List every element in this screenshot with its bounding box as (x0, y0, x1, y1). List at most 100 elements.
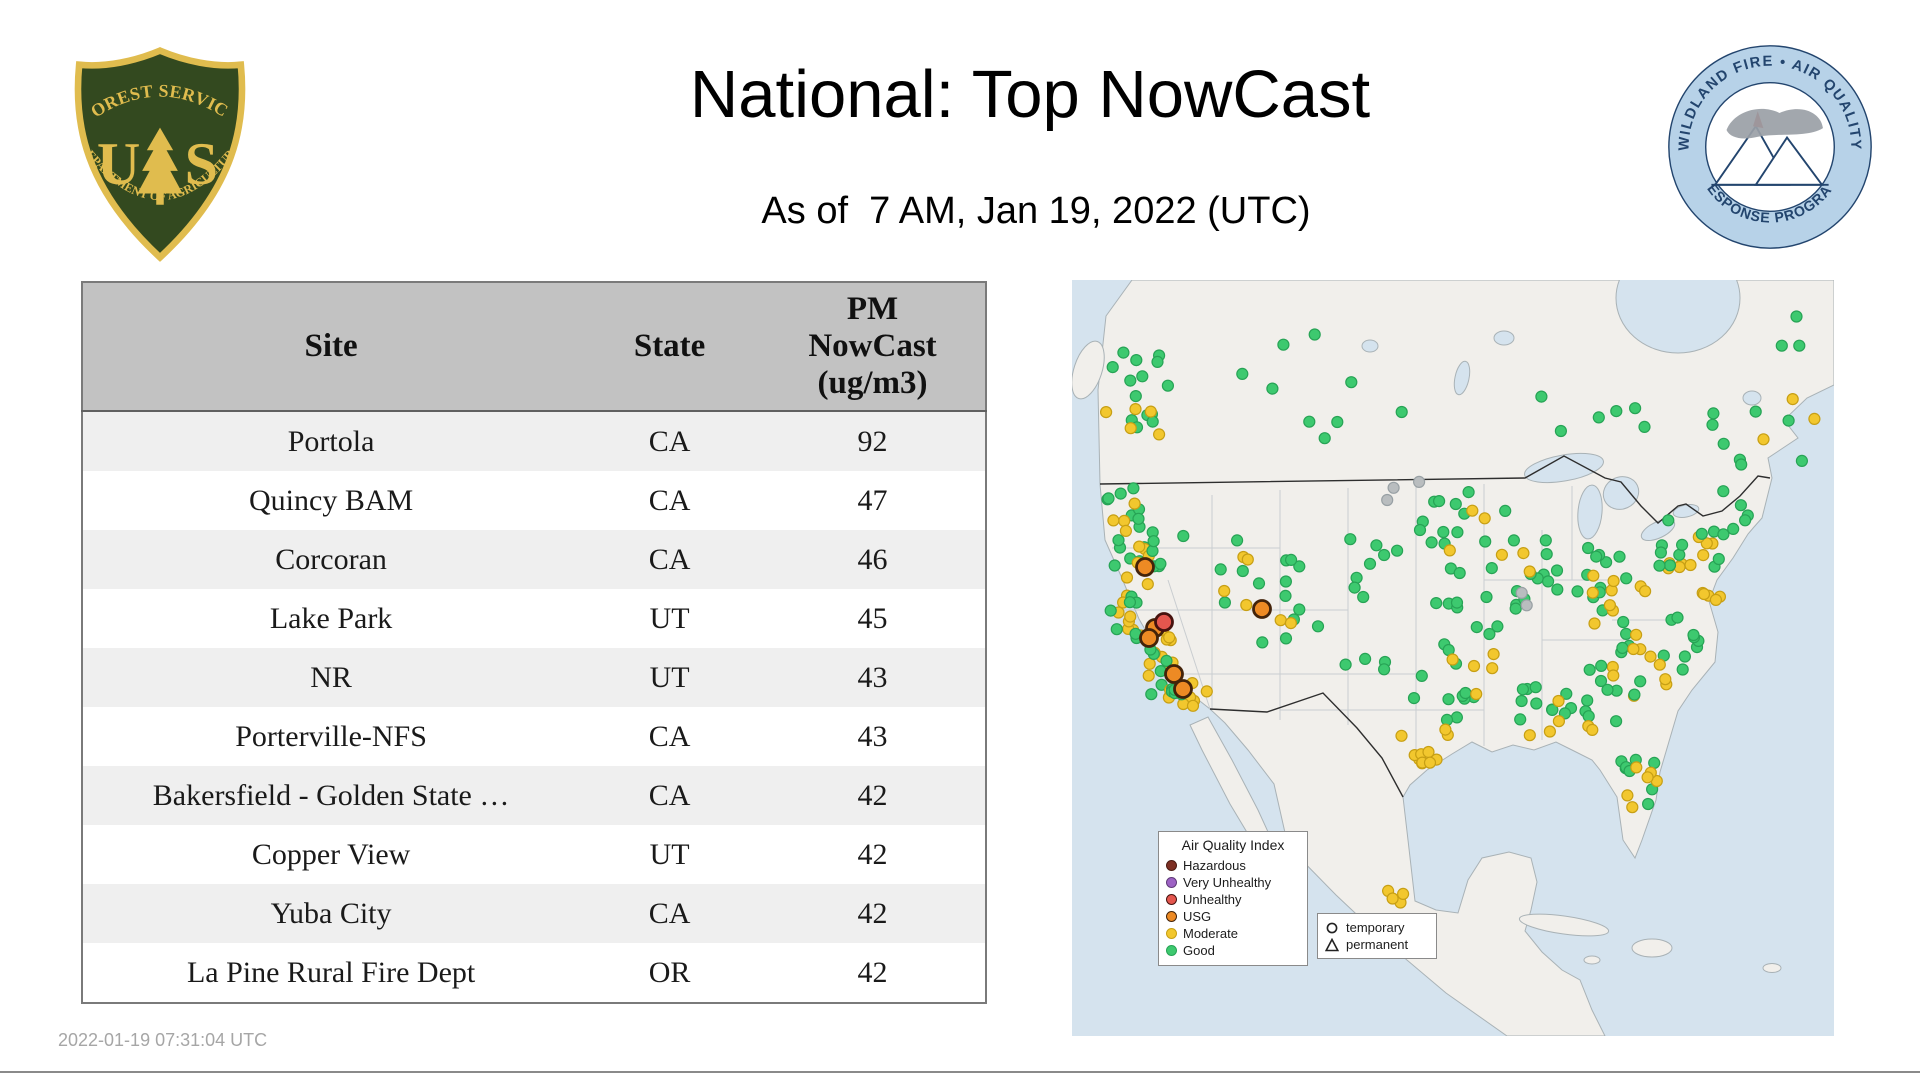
monitor-marker-usg (1164, 664, 1184, 684)
monitor-dot-good (1795, 454, 1809, 467)
monitor-dot-good (1433, 495, 1446, 508)
monitor-dot-good (1673, 548, 1686, 561)
vancouver-island (1072, 340, 1105, 400)
generated-timestamp: 2022-01-19 07:31:04 UTC (58, 1030, 268, 1050)
monitor-dot-good (1147, 535, 1160, 548)
aqi-legend-item: Unhealthy (1166, 891, 1300, 908)
page-title: National: Top NowCast (689, 57, 1371, 132)
unhealthy-swatch-icon (1166, 894, 1177, 905)
state-cell: CA (648, 542, 691, 576)
monitor-dot-good (1106, 360, 1119, 374)
state-cell: CA (648, 778, 691, 812)
monitor-dot-good (1214, 563, 1227, 576)
value-cell: 47 (857, 483, 888, 517)
column-header-pm-nowcast: PM NowCast (ug/m3) (759, 282, 986, 412)
monitor-dot-moderate (1478, 512, 1491, 525)
monitor-dot-moderate (1523, 729, 1536, 742)
state-cell: CA (648, 719, 691, 753)
monitor-dot-good (1529, 681, 1542, 694)
bottom-divider (0, 1071, 1920, 1073)
table-row: Corcoran CA 46 (82, 530, 986, 589)
monitor-dot-good (1687, 628, 1700, 642)
smoke-plume-icon (1726, 108, 1823, 139)
monitor-dot-good (1331, 415, 1344, 429)
monitor-dot-good (1145, 688, 1158, 701)
monitor-dot-moderate (1397, 887, 1410, 901)
monitor-dot-moderate (1395, 729, 1408, 742)
pine-tree-icon (137, 127, 183, 205)
monitor-dot-good (1653, 559, 1666, 572)
mountains-icon (1711, 124, 1829, 186)
monitor-dot-good (1124, 374, 1137, 387)
monitor-dot-moderate (1133, 540, 1146, 553)
canada-lake (1742, 390, 1762, 406)
monitor-dot-good (1638, 420, 1651, 433)
monitor-dot-good (1671, 611, 1684, 624)
monitor-dot-good (1370, 539, 1383, 552)
monitor-dot-good (1594, 674, 1608, 688)
table-row: Quincy BAM CA 47 (82, 471, 986, 530)
monitor-dot-moderate (1638, 585, 1652, 598)
value-cell: 42 (857, 896, 888, 930)
monitor-dot-moderate (1757, 433, 1770, 446)
monitor-dot-good (1676, 663, 1689, 676)
monitor-dot-good (1345, 376, 1358, 389)
monitor-dot-good (1628, 688, 1641, 701)
monitor-dot-good (1480, 590, 1493, 604)
monitor-dot-good (1738, 514, 1752, 527)
monitor-dot-good (1391, 544, 1404, 557)
monitor-dot-good (1450, 596, 1464, 609)
monitor-dot-good (1104, 604, 1117, 617)
monitor-dot-good (1277, 338, 1290, 351)
hazardous-swatch-icon (1166, 860, 1177, 871)
monitor-dot-good (1453, 566, 1466, 580)
marker-legend-label: permanent (1346, 937, 1409, 952)
monitor-dot-good (1236, 564, 1249, 578)
monitor-dot-good (1285, 553, 1298, 566)
monitor-dot-good (1628, 402, 1642, 415)
monitor-dot-moderate (1697, 549, 1710, 562)
value-cell: 43 (857, 660, 888, 694)
aqi-legend-item: Hazardous (1166, 857, 1300, 874)
canada-lake (1361, 339, 1379, 353)
monitor-dot-moderate (1630, 761, 1643, 774)
monitor-dot-good (1318, 432, 1331, 445)
monitor-dot-moderate (1107, 514, 1120, 527)
monitor-dot-good (1359, 652, 1372, 665)
monitor-marker-usg (1135, 557, 1155, 577)
aqi-legend-item: Moderate (1166, 925, 1300, 942)
monitor-dot-gray (1381, 493, 1394, 507)
nowcast-table: Site State PM NowCast (ug/m3) Portola CA 9… (81, 281, 987, 1004)
monitor-dot-good (1236, 367, 1249, 381)
table-row: Portola CA 92 (82, 411, 986, 471)
monitor-marker-usg (1139, 628, 1159, 648)
state-cell: CA (648, 483, 691, 517)
monitor-dot-good (1583, 663, 1596, 676)
monitor-dot-good (1442, 693, 1455, 706)
monitor-dot-good (1509, 602, 1522, 615)
monitor-dot-moderate (1240, 598, 1253, 612)
site-cell: Corcoran (275, 542, 387, 576)
monitor-dot-good (1514, 713, 1527, 726)
monitor-dot-good (1425, 536, 1438, 549)
monitor-dot-good (1749, 405, 1762, 418)
column-header-state: State (579, 282, 760, 412)
monitor-dot-moderate (1641, 771, 1654, 784)
monitor-dot-good (1551, 583, 1564, 596)
monitor-dot-moderate (1200, 685, 1213, 698)
table-header-row: Site State PM NowCast (ug/m3) (82, 282, 986, 412)
monitor-dot-good (1734, 499, 1748, 512)
table-row: Lake Park UT 45 (82, 589, 986, 648)
aqi-legend-item: Good (1166, 942, 1300, 959)
monitor-dot-good (1450, 711, 1463, 724)
monitor-dot-good (1123, 596, 1137, 609)
monitor-dot-moderate (1152, 428, 1166, 441)
monitor-dot-moderate (1241, 553, 1254, 566)
monitor-dot-moderate (1274, 614, 1287, 627)
monitor-dot-moderate (1587, 569, 1600, 582)
monitor-dot-good (1415, 669, 1428, 682)
monitor-dot-good (1470, 621, 1483, 634)
monitor-dot-moderate (1552, 715, 1565, 728)
site-cell: NR (310, 660, 352, 694)
table-row: Copper View UT 42 (82, 825, 986, 884)
